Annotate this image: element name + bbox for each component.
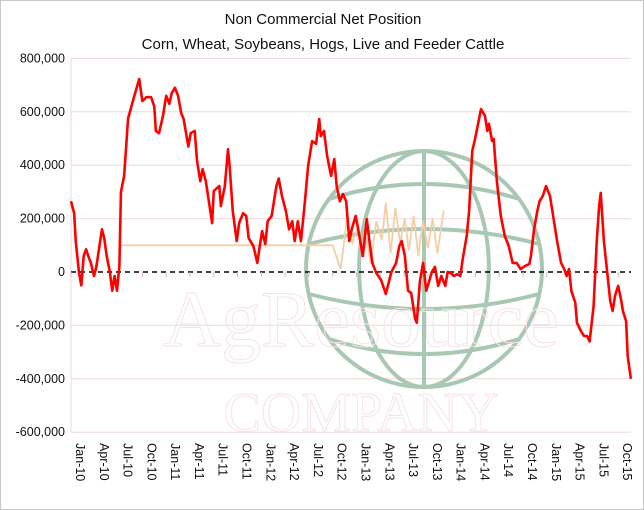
x-tick-label: Jan-12 <box>263 443 277 481</box>
y-tick-label: -400,000 <box>16 372 65 386</box>
x-tick-label: Jul-13 <box>406 443 420 477</box>
x-tick-label: Oct-13 <box>430 443 444 481</box>
watermark-text: COMPANY <box>224 382 499 444</box>
x-tick-label: Jan-15 <box>549 443 563 481</box>
x-tick-label: Apr-11 <box>192 443 206 480</box>
x-tick-label: Jul-12 <box>311 443 325 477</box>
x-tick-label: Oct-12 <box>335 443 349 481</box>
x-tick-label: Apr-10 <box>97 443 111 481</box>
watermark-series-line <box>120 202 445 270</box>
y-tick-label: -600,000 <box>16 425 65 439</box>
x-tick-label: Jul-11 <box>216 443 230 476</box>
x-tick-label: Jul-15 <box>596 443 610 477</box>
x-tick-label: Apr-14 <box>477 443 491 481</box>
x-tick-label: Oct-11 <box>240 443 254 480</box>
chart-subtitle: Corn, Wheat, Soybeans, Hogs, Live and Fe… <box>141 36 505 53</box>
x-tick-label: Jan-14 <box>454 443 468 481</box>
y-tick-label: 400,000 <box>20 158 65 172</box>
chart-title: Non Commercial Net Position <box>224 11 422 28</box>
x-tick-label: Oct-10 <box>144 443 158 481</box>
globe-parallel <box>308 292 540 311</box>
x-tick-label: Jan-11 <box>168 443 182 480</box>
y-tick-label: 800,000 <box>20 51 65 65</box>
x-tick-label: Jul-10 <box>121 443 135 477</box>
x-tick-label: Apr-12 <box>287 443 301 481</box>
x-tick-label: Oct-14 <box>525 443 539 481</box>
x-tick-label: Apr-15 <box>573 443 587 481</box>
y-tick-label: 200,000 <box>20 212 65 226</box>
x-tick-label: Jan-13 <box>358 443 372 481</box>
x-tick-label: Apr-13 <box>382 443 396 481</box>
y-tick-label: 0 <box>58 265 65 279</box>
globe-parallel <box>328 182 520 201</box>
x-tick-label: Oct-15 <box>620 443 634 481</box>
y-tick-label: -200,000 <box>16 318 65 332</box>
x-tick-label: Jan-10 <box>73 443 87 481</box>
x-tick-label: Jul-14 <box>501 443 515 477</box>
watermark-text: AgResource <box>163 276 558 364</box>
y-tick-label: 600,000 <box>20 105 65 119</box>
globe-parallel <box>328 337 520 356</box>
